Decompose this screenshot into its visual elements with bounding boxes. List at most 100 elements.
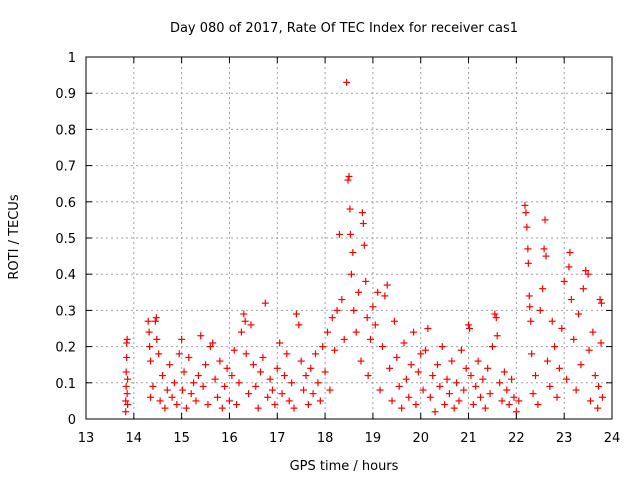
data-point	[326, 386, 334, 394]
data-point	[225, 397, 233, 405]
data-point	[345, 172, 353, 180]
data-point	[431, 408, 439, 416]
x-tick-label: 18	[317, 431, 334, 446]
data-point	[185, 353, 193, 361]
x-tick-label: 20	[412, 431, 429, 446]
data-point	[147, 357, 155, 365]
data-point	[407, 361, 415, 369]
data-point	[223, 364, 231, 372]
data-point	[122, 397, 130, 405]
y-tick-label: 0.2	[55, 341, 76, 356]
data-point	[175, 350, 183, 358]
data-point	[524, 259, 532, 267]
data-point	[412, 401, 420, 409]
data-point	[349, 248, 357, 256]
data-point	[457, 346, 465, 354]
data-point	[338, 296, 346, 304]
data-point	[525, 292, 533, 300]
data-point	[566, 248, 574, 256]
data-point	[152, 314, 160, 322]
data-point	[237, 328, 245, 336]
data-point	[252, 382, 260, 390]
data-point	[314, 379, 322, 387]
data-point	[572, 386, 580, 394]
data-point	[591, 372, 599, 380]
data-point	[586, 397, 594, 405]
data-point	[531, 372, 539, 380]
data-point	[386, 364, 394, 372]
data-point	[179, 386, 187, 394]
data-point	[221, 382, 229, 390]
data-point	[122, 382, 130, 390]
data-point	[190, 379, 198, 387]
data-point	[259, 353, 267, 361]
data-point	[145, 328, 153, 336]
data-point	[422, 346, 430, 354]
y-tick-labels: 0 0.1 0.2 0.3 0.4 0.5 0.6 0.7 0.8 0.9 1	[55, 51, 76, 428]
data-point	[209, 339, 217, 347]
data-point	[441, 401, 449, 409]
x-tick-label: 16	[221, 431, 238, 446]
y-tick-label: 0.8	[55, 123, 76, 138]
data-point	[383, 281, 391, 289]
data-point	[124, 401, 132, 409]
data-point	[340, 335, 348, 343]
data-point	[598, 393, 606, 401]
data-point	[558, 325, 566, 332]
data-point	[539, 285, 547, 293]
data-point	[584, 270, 592, 278]
data-point	[288, 379, 296, 387]
data-point	[347, 270, 355, 278]
data-point	[523, 223, 531, 231]
data-point	[247, 321, 255, 329]
data-point	[381, 292, 389, 300]
data-point	[346, 230, 354, 238]
data-point	[266, 375, 274, 383]
data-point	[426, 393, 434, 401]
data-point	[261, 299, 269, 307]
data-point	[206, 343, 214, 351]
data-point	[374, 288, 382, 296]
data-point	[570, 335, 578, 343]
data-point	[168, 393, 176, 401]
data-point	[123, 353, 131, 361]
data-point	[410, 328, 418, 336]
data-point	[551, 343, 559, 351]
data-point	[155, 350, 163, 358]
data-point	[358, 209, 366, 217]
data-point	[500, 368, 508, 376]
y-axis-label: ROTI / TECUs	[7, 194, 22, 279]
data-point	[477, 393, 484, 401]
data-point	[527, 317, 535, 325]
data-point	[309, 390, 317, 398]
x-axis-label: GPS time / hours	[290, 459, 399, 474]
data-point	[331, 346, 339, 354]
data-point	[359, 220, 367, 228]
data-point	[123, 390, 131, 398]
data-point	[424, 325, 432, 332]
data-point	[536, 306, 544, 314]
data-point	[575, 310, 583, 318]
data-point	[395, 382, 403, 390]
data-point	[589, 328, 597, 336]
data-point	[161, 404, 169, 412]
data-point	[450, 404, 458, 412]
data-point	[455, 397, 463, 405]
data-point	[307, 364, 315, 372]
data-point	[235, 379, 243, 387]
data-point	[465, 321, 473, 329]
data-point	[197, 332, 205, 340]
data-point	[443, 375, 451, 383]
data-point	[273, 364, 281, 372]
y-tick-label: 0.5	[55, 232, 76, 247]
data-point	[582, 267, 590, 275]
data-point	[417, 350, 425, 358]
data-point	[491, 310, 499, 318]
data-point	[204, 401, 212, 409]
data-point	[355, 288, 363, 296]
data-point	[283, 350, 291, 358]
y-tick-label: 0.1	[55, 377, 76, 392]
data-point	[202, 361, 210, 369]
data-point	[316, 397, 324, 405]
data-point	[344, 176, 352, 184]
